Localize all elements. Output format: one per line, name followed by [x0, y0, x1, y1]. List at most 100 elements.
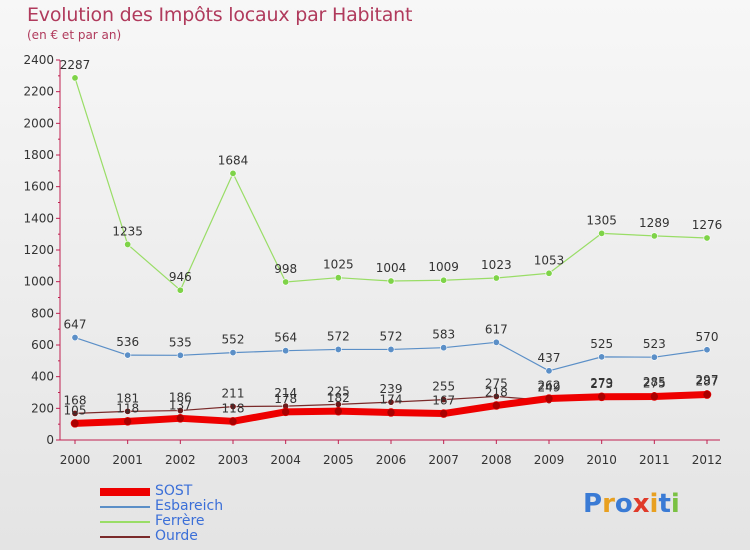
- legend-label-sost: SOST: [155, 483, 193, 499]
- data-label-esbareich: 572: [380, 329, 403, 343]
- x-tick-label: 2003: [218, 453, 249, 467]
- data-point-ferrre: [598, 229, 606, 237]
- data-point-sost: [597, 392, 606, 402]
- legend-item-sost: SOST: [100, 484, 223, 499]
- legend-item-ferrere: Ferrère: [100, 514, 223, 529]
- data-label-ferrre: 1289: [639, 216, 670, 230]
- data-point-esbareich: [440, 344, 448, 352]
- data-label-esbareich: 535: [169, 335, 192, 349]
- y-tick-label: 1600: [23, 180, 54, 194]
- y-tick-label: 600: [31, 338, 54, 352]
- data-point-ferrre: [282, 278, 290, 286]
- data-point-sost: [176, 414, 185, 423]
- y-tick-label: 200: [31, 401, 54, 415]
- proxiti-logo: Proxiti: [583, 489, 680, 519]
- series-line-ferrre: [74, 77, 708, 291]
- data-label-sost: 174: [380, 392, 403, 406]
- data-label-ourde: 181: [116, 391, 139, 405]
- data-point-ourde: [176, 407, 184, 415]
- x-tick-label: 2010: [586, 453, 617, 467]
- legend-swatch-esbareich: [100, 505, 150, 508]
- data-point-sost: [123, 417, 132, 426]
- data-point-esbareich: [71, 334, 79, 342]
- x-tick-label: 2011: [639, 453, 670, 467]
- data-label-ferrre: 1305: [586, 213, 617, 227]
- data-point-esbareich: [334, 345, 342, 353]
- data-point-esbareich: [176, 351, 184, 359]
- data-label-sost: 118: [222, 401, 245, 415]
- data-label-ferrre: 1276: [692, 218, 723, 232]
- data-label-ourde: 275: [485, 376, 508, 390]
- x-tick-label: 2012: [692, 453, 723, 467]
- data-point-sost: [334, 406, 343, 416]
- data-point-sost: [544, 394, 554, 403]
- legend-label-esbareich: Esbareich: [155, 498, 224, 514]
- data-point-sost: [70, 419, 80, 428]
- legend: SOST Esbareich Ferrère Ourde: [100, 484, 223, 544]
- data-label-ferrre: 946: [169, 270, 192, 284]
- data-label-esbareich: 647: [64, 318, 87, 332]
- data-label-ferrre: 1053: [534, 253, 565, 267]
- data-point-sost: [650, 392, 659, 401]
- data-label-ourde: 297: [696, 373, 719, 387]
- data-label-esbareich: 570: [696, 330, 719, 344]
- data-label-ourde: 186: [169, 391, 192, 405]
- data-point-esbareich: [650, 353, 658, 361]
- x-tick-label: 2005: [323, 453, 354, 467]
- data-label-ourde: 279: [590, 376, 613, 390]
- data-label-ourde: 211: [222, 387, 245, 401]
- data-point-esbareich: [282, 347, 290, 355]
- data-point-ferrre: [440, 276, 448, 284]
- data-label-ferrre: 1684: [218, 153, 249, 167]
- data-point-ferrre: [334, 274, 342, 282]
- legend-swatch-ourde: [100, 535, 150, 538]
- data-point-ourde: [387, 398, 395, 406]
- data-point-sost: [386, 408, 396, 417]
- x-tick-label: 2007: [428, 453, 459, 467]
- y-tick-label: 1800: [23, 148, 54, 162]
- data-point-ferrre: [124, 240, 132, 248]
- data-point-esbareich: [387, 345, 395, 353]
- y-tick-label: 800: [31, 306, 54, 320]
- y-tick-label: 1200: [23, 243, 54, 257]
- data-point-sost: [281, 407, 290, 417]
- y-tick-label: 0: [46, 433, 54, 447]
- data-label-sost: 182: [327, 391, 350, 405]
- data-label-ourde: 239: [380, 382, 403, 396]
- data-point-esbareich: [229, 349, 237, 357]
- y-tick-label: 2000: [23, 116, 54, 130]
- data-label-esbareich: 523: [643, 337, 666, 351]
- x-tick-label: 2001: [112, 453, 143, 467]
- data-label-ferrre: 1009: [428, 260, 459, 274]
- chart-subtitle: (en € et par an): [27, 28, 122, 42]
- y-tick-label: 2400: [23, 53, 54, 67]
- data-label-sost: 167: [432, 394, 455, 408]
- data-label-sost: 273: [590, 377, 613, 391]
- data-point-esbareich: [492, 338, 500, 346]
- data-point-esbareich: [598, 353, 606, 361]
- x-tick-label: 2004: [270, 453, 301, 467]
- data-label-esbareich: 617: [485, 322, 508, 336]
- data-point-sost: [492, 401, 501, 410]
- data-label-esbareich: 552: [222, 333, 245, 347]
- data-point-ferrre: [492, 274, 500, 282]
- data-label-ourde: 168: [64, 393, 87, 407]
- data-point-ferrre: [229, 169, 237, 177]
- data-label-ourde: 214: [274, 386, 297, 400]
- legend-label-ferrere: Ferrère: [155, 513, 205, 529]
- data-label-esbareich: 525: [590, 337, 613, 351]
- legend-label-ourde: Ourde: [155, 528, 198, 544]
- data-point-ourde: [71, 409, 79, 417]
- data-label-esbareich: 564: [274, 331, 297, 345]
- x-tick-label: 2002: [165, 453, 196, 467]
- data-point-esbareich: [703, 346, 711, 354]
- data-label-esbareich: 437: [538, 351, 561, 365]
- y-tick-label: 1400: [23, 211, 54, 225]
- data-label-ferrre: 2287: [60, 58, 91, 72]
- legend-item-ourde: Ourde: [100, 529, 223, 544]
- data-label-sost: 118: [116, 401, 139, 415]
- data-point-sost: [702, 390, 712, 399]
- data-label-sost: 218: [485, 385, 508, 399]
- data-point-ferrre: [71, 74, 79, 82]
